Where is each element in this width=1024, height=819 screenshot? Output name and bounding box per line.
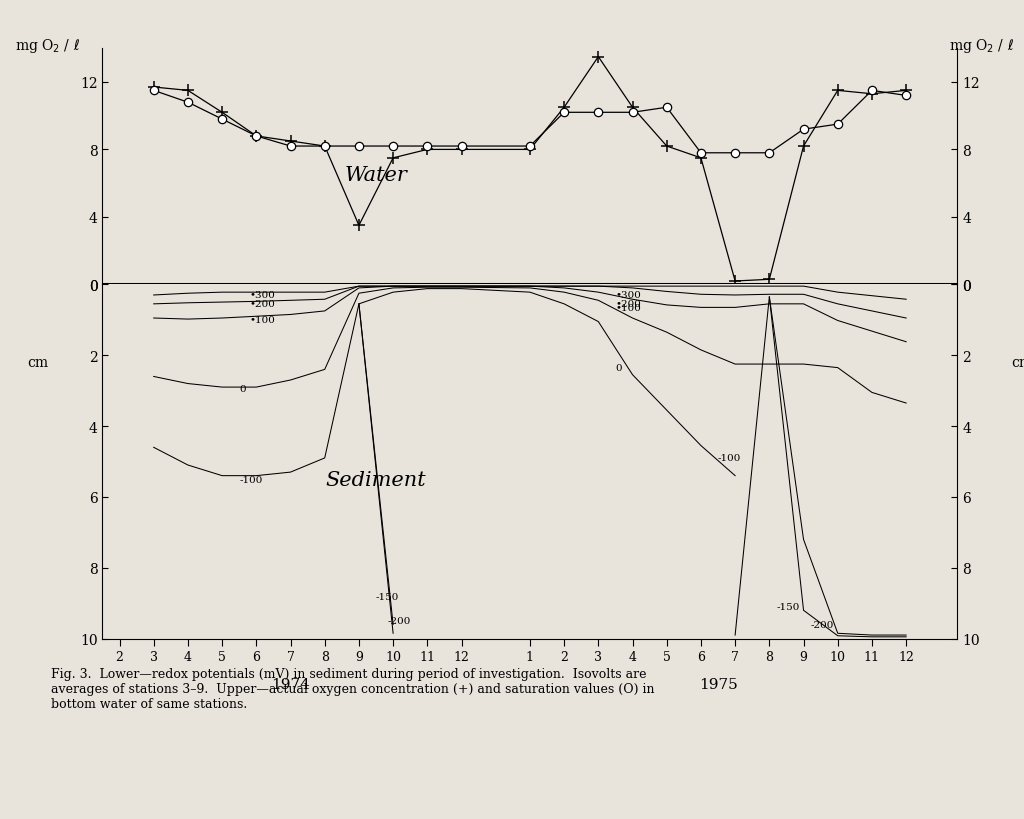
Text: -100: -100 — [718, 454, 741, 463]
Text: -200: -200 — [810, 620, 834, 629]
Text: mg O$_2$ / $\ell$: mg O$_2$ / $\ell$ — [15, 37, 80, 55]
Text: 1974: 1974 — [271, 677, 310, 691]
Text: cm: cm — [28, 356, 49, 370]
Text: cm: cm — [1011, 356, 1024, 370]
Text: Water: Water — [344, 166, 408, 185]
Text: -150: -150 — [376, 592, 399, 601]
Text: 0: 0 — [240, 385, 246, 394]
Text: •300: •300 — [615, 291, 641, 300]
Text: •200: •200 — [250, 300, 275, 309]
Text: 0: 0 — [615, 364, 622, 373]
Text: mg O$_2$ / $\ell$: mg O$_2$ / $\ell$ — [949, 37, 1014, 55]
Text: •100: •100 — [615, 304, 641, 313]
Text: •100: •100 — [250, 315, 275, 324]
Text: -100: -100 — [240, 475, 262, 484]
Text: •300: •300 — [250, 291, 275, 300]
Text: -150: -150 — [776, 603, 800, 612]
Text: -200: -200 — [388, 617, 412, 626]
Text: Sediment: Sediment — [326, 470, 426, 489]
Text: Fig. 3.  Lower—redox potentials (mV) in sediment during period of investigation.: Fig. 3. Lower—redox potentials (mV) in s… — [51, 667, 654, 710]
Text: •200: •200 — [615, 300, 641, 309]
Text: 1975: 1975 — [698, 677, 737, 691]
